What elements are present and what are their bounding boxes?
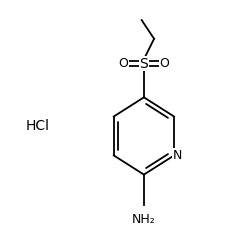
Text: S: S <box>139 57 148 71</box>
Text: N: N <box>173 149 182 162</box>
Text: O: O <box>119 57 128 70</box>
Text: O: O <box>159 57 169 70</box>
Text: HCl: HCl <box>26 119 50 133</box>
Text: NH₂: NH₂ <box>132 213 156 226</box>
